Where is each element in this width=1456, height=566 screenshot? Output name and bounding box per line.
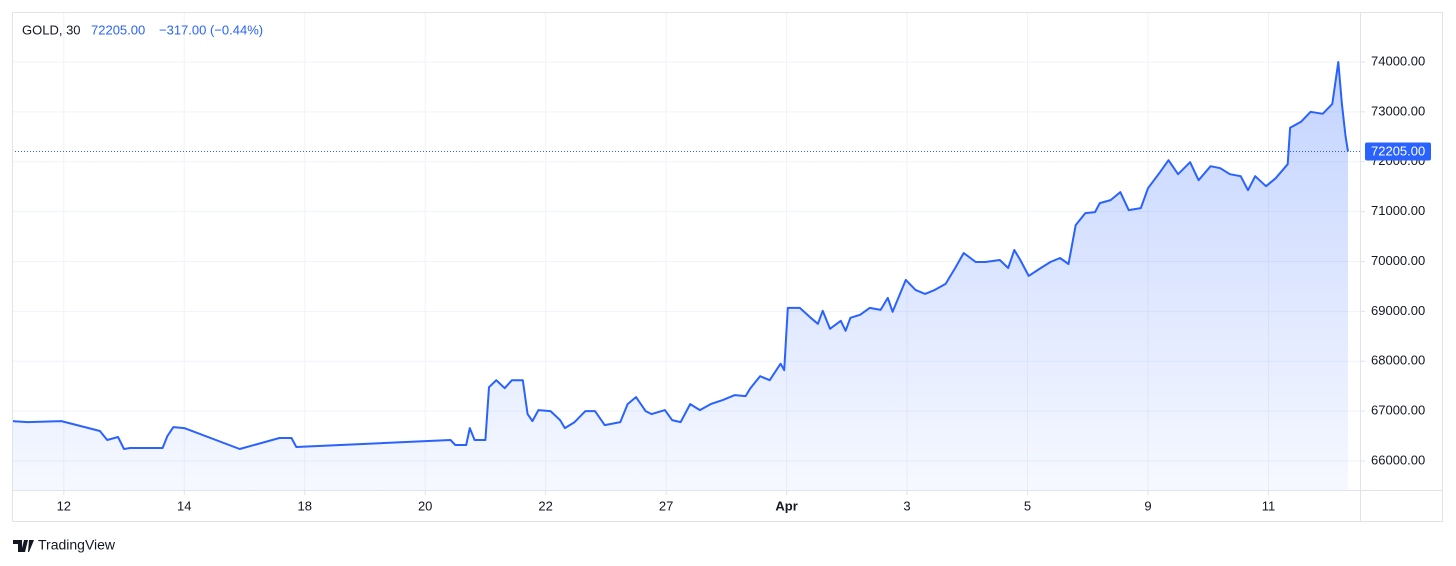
x-tick-label: 5 (1024, 498, 1031, 513)
y-tick-label: 69000.00 (1371, 303, 1425, 318)
branding: TradingView (38, 537, 116, 553)
x-tick-label: 20 (418, 498, 432, 513)
price: 72205.00 (91, 22, 145, 37)
price-line (11, 61, 1349, 450)
area-fill (12, 62, 1348, 490)
last-price-label: 72205.00 (1371, 143, 1425, 158)
y-tick-label: 70000.00 (1371, 253, 1425, 268)
x-tick-label: 27 (659, 498, 673, 513)
x-tick-label: 18 (297, 498, 311, 513)
y-tick-label: 73000.00 (1371, 103, 1425, 118)
change: −317.00 (−0.44%) (159, 22, 263, 37)
y-tick-label: 67000.00 (1371, 403, 1425, 418)
plot (11, 61, 1360, 490)
y-tick-label: 68000.00 (1371, 353, 1425, 368)
y-tick-label: 71000.00 (1371, 203, 1425, 218)
y-tick-label: 74000.00 (1371, 53, 1425, 68)
y-tick-label: 66000.00 (1371, 452, 1425, 467)
axes: 66000.00 67000.00 68000.00 69000.00 70000.00… (57, 53, 1431, 513)
symbol: GOLD, 30 (22, 22, 81, 37)
last-price-tag (1365, 142, 1431, 161)
x-tick-label: Apr (775, 498, 797, 513)
x-tick-label: 22 (538, 498, 552, 513)
x-tick-label: 9 (1144, 498, 1151, 513)
frame (12, 12, 1443, 522)
x-tick-label: 11 (1262, 498, 1276, 513)
x-tick-label: 12 (57, 498, 71, 513)
logo (13, 540, 34, 552)
x-tick-label: 3 (903, 498, 910, 513)
x-tick-label: 14 (177, 498, 191, 513)
